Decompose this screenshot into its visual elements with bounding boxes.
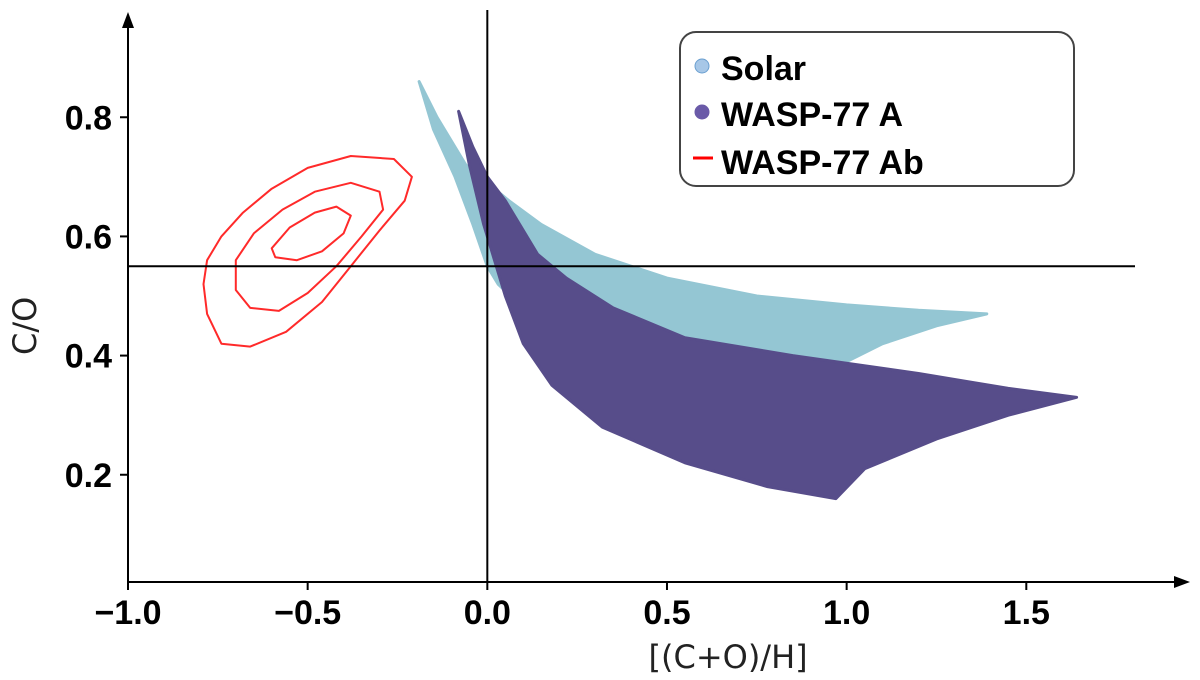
legend: Solar WASP-77 A WASP-77 Ab	[679, 31, 1075, 187]
x-tick-label: −1.0	[94, 594, 161, 632]
y-tick-label: 0.2	[65, 457, 112, 495]
x-tick-label: 1.5	[1003, 594, 1050, 632]
x-tick-label: 1.0	[823, 594, 870, 632]
legend-marker-solar	[694, 58, 710, 74]
x-axis-label: [(C+O)/H]	[649, 638, 808, 676]
x-tick-label: 0.0	[464, 594, 511, 632]
x-axis-arrow	[1174, 576, 1190, 588]
contour-lines	[202, 155, 413, 348]
legend-marker-wasp-77-a	[694, 104, 710, 120]
x-tick-label: 0.5	[643, 594, 690, 632]
legend-label-wasp-77-ab: WASP-77 Ab	[721, 144, 924, 182]
contour-level-2	[234, 181, 385, 312]
reference-lines	[128, 10, 1135, 582]
contour-level-1	[202, 155, 413, 348]
x-tick-label: −0.5	[274, 594, 341, 632]
ticks: −1.0 −0.5 0.0 0.5 1.0 1.5 0.2 0.4 0.6 0.8	[65, 99, 1050, 632]
y-tick-label: 0.6	[65, 218, 112, 256]
contour-level-3	[270, 205, 352, 262]
legend-label-wasp-77-a: WASP-77 A	[721, 96, 903, 134]
y-tick-label: 0.8	[65, 99, 112, 137]
y-axis-arrow	[122, 12, 134, 28]
legend-box	[679, 31, 1075, 187]
legend-label-solar: Solar	[721, 50, 806, 88]
series-wasp-77-a-cloud	[457, 109, 1079, 501]
y-axis-label: C/O	[6, 297, 44, 355]
y-tick-label: 0.4	[65, 338, 112, 376]
